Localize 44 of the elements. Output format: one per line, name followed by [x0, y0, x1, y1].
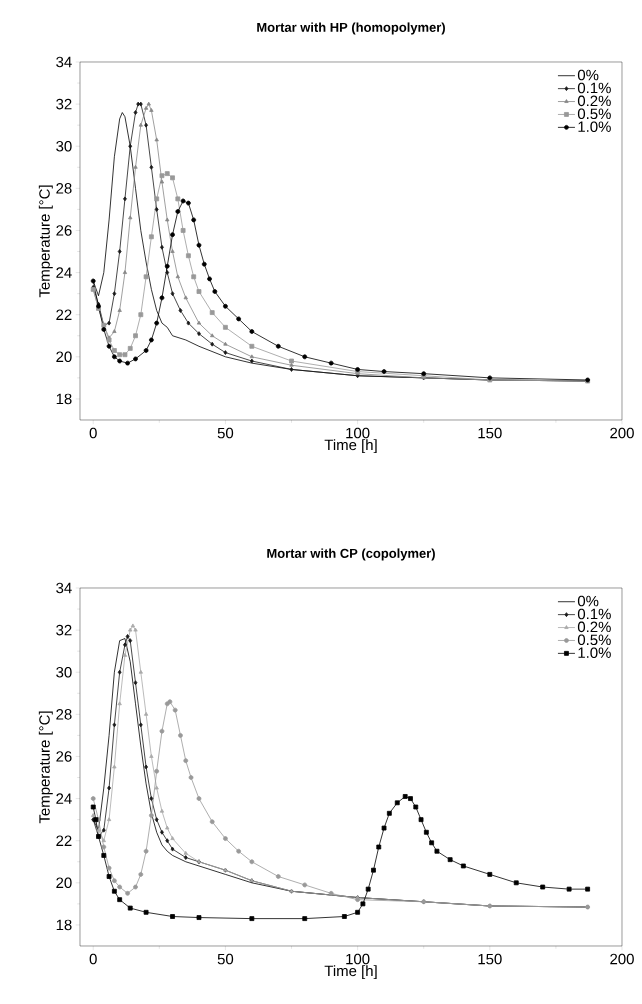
x-axis-title: Time [h]: [324, 439, 377, 454]
x-tick-label: 0: [89, 953, 97, 965]
x-tick-label: 100: [346, 953, 370, 965]
y-tick-label: 24: [56, 267, 72, 278]
y-axis-title: Temperature [°C]: [38, 185, 53, 298]
legend-label: 0%: [577, 69, 599, 81]
legend-label: 0.5%: [577, 634, 611, 646]
x-axis-title: Time [h]: [324, 965, 377, 980]
x-tick-label: 50: [217, 953, 234, 965]
y-tick-label: 34: [56, 582, 72, 594]
y-tick-label: 18: [56, 393, 72, 405]
x-tick-label: 50: [217, 427, 234, 439]
legend-label: 0%: [577, 595, 599, 607]
legend-label: 1.0%: [578, 121, 611, 132]
y-tick-label: 32: [56, 98, 72, 110]
y-tick-label: 20: [56, 351, 72, 363]
chart-title: Mortar with HP (homopolymer): [257, 22, 445, 35]
y-tick-label: 18: [56, 919, 72, 931]
x-tick-label: 100: [346, 427, 370, 439]
y-tick-label: 20: [56, 877, 72, 889]
y-tick-label: 26: [56, 225, 72, 236]
y-tick-label: 24: [56, 793, 72, 804]
y-tick-label: 30: [56, 666, 72, 678]
legend-label: 0.2%: [577, 95, 611, 107]
y-tick-label: 26: [56, 751, 72, 762]
x-tick-label: 200: [610, 953, 634, 965]
y-axis-title: Temperature [°C]: [38, 711, 53, 824]
y-tick-label: 22: [56, 835, 72, 846]
y-tick-label: 34: [56, 56, 72, 68]
legend-label: 1.0%: [578, 647, 611, 658]
legend-label: 0.5%: [577, 108, 611, 120]
chart-title: Mortar with CP (copolymer): [267, 548, 435, 561]
y-tick-label: 28: [56, 183, 72, 194]
x-tick-label: 150: [478, 953, 502, 965]
x-tick-label: 150: [478, 427, 502, 439]
y-tick-label: 22: [56, 309, 72, 320]
y-tick-label: 32: [56, 624, 72, 636]
y-tick-label: 28: [56, 709, 72, 720]
y-tick-label: 30: [56, 140, 72, 152]
legend-label: 0.1%: [577, 82, 611, 94]
legend-label: 0.2%: [577, 621, 611, 633]
legend-label: 0.1%: [577, 608, 611, 620]
x-tick-label: 0: [89, 427, 97, 439]
x-tick-label: 200: [610, 427, 634, 439]
